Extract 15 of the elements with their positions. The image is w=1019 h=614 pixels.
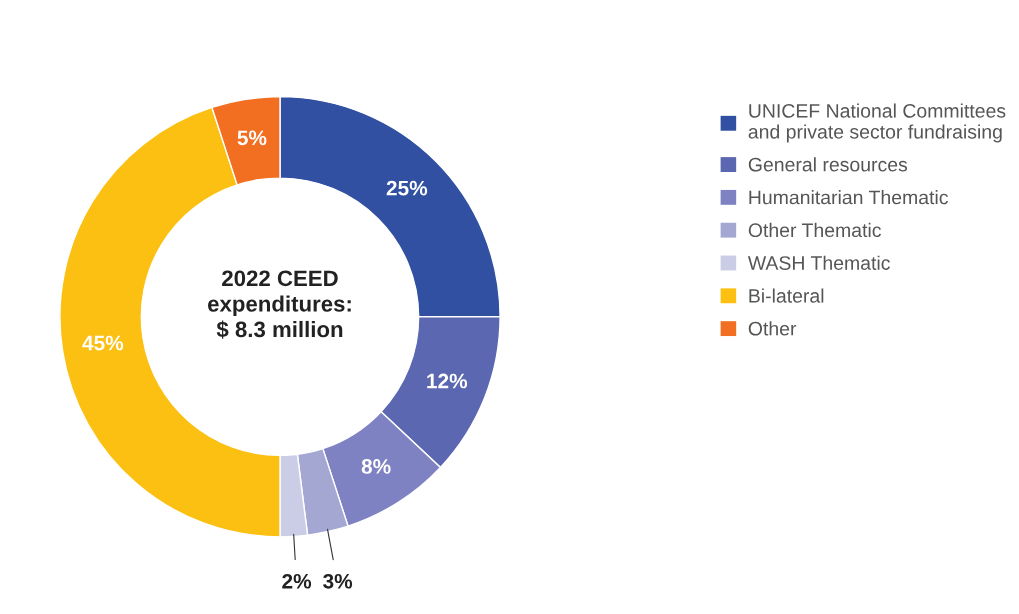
data-label: 8% [361, 459, 391, 474]
data-label: 3% [323, 573, 353, 589]
legend-label: WASH Thematic [747, 255, 890, 270]
legend-label: Humanitarian Thematic [749, 190, 948, 205]
legend-label: Other Thematic [748, 222, 881, 238]
legend-label: Bi-lateral [749, 288, 824, 303]
legend-label: General resources [748, 157, 908, 172]
data-label: 45% [82, 335, 124, 351]
data-label: 12% [427, 373, 468, 389]
legend-label: UNICEF National Committees and private sector fundraising [748, 103, 1006, 143]
data-label: 5% [237, 130, 267, 146]
data-label: 25% [386, 180, 428, 196]
data-label: 2% [282, 573, 312, 589]
text: 2022 CEED expenditures: $ 8.3 million [208, 270, 351, 339]
legend-label: Other [748, 321, 797, 336]
